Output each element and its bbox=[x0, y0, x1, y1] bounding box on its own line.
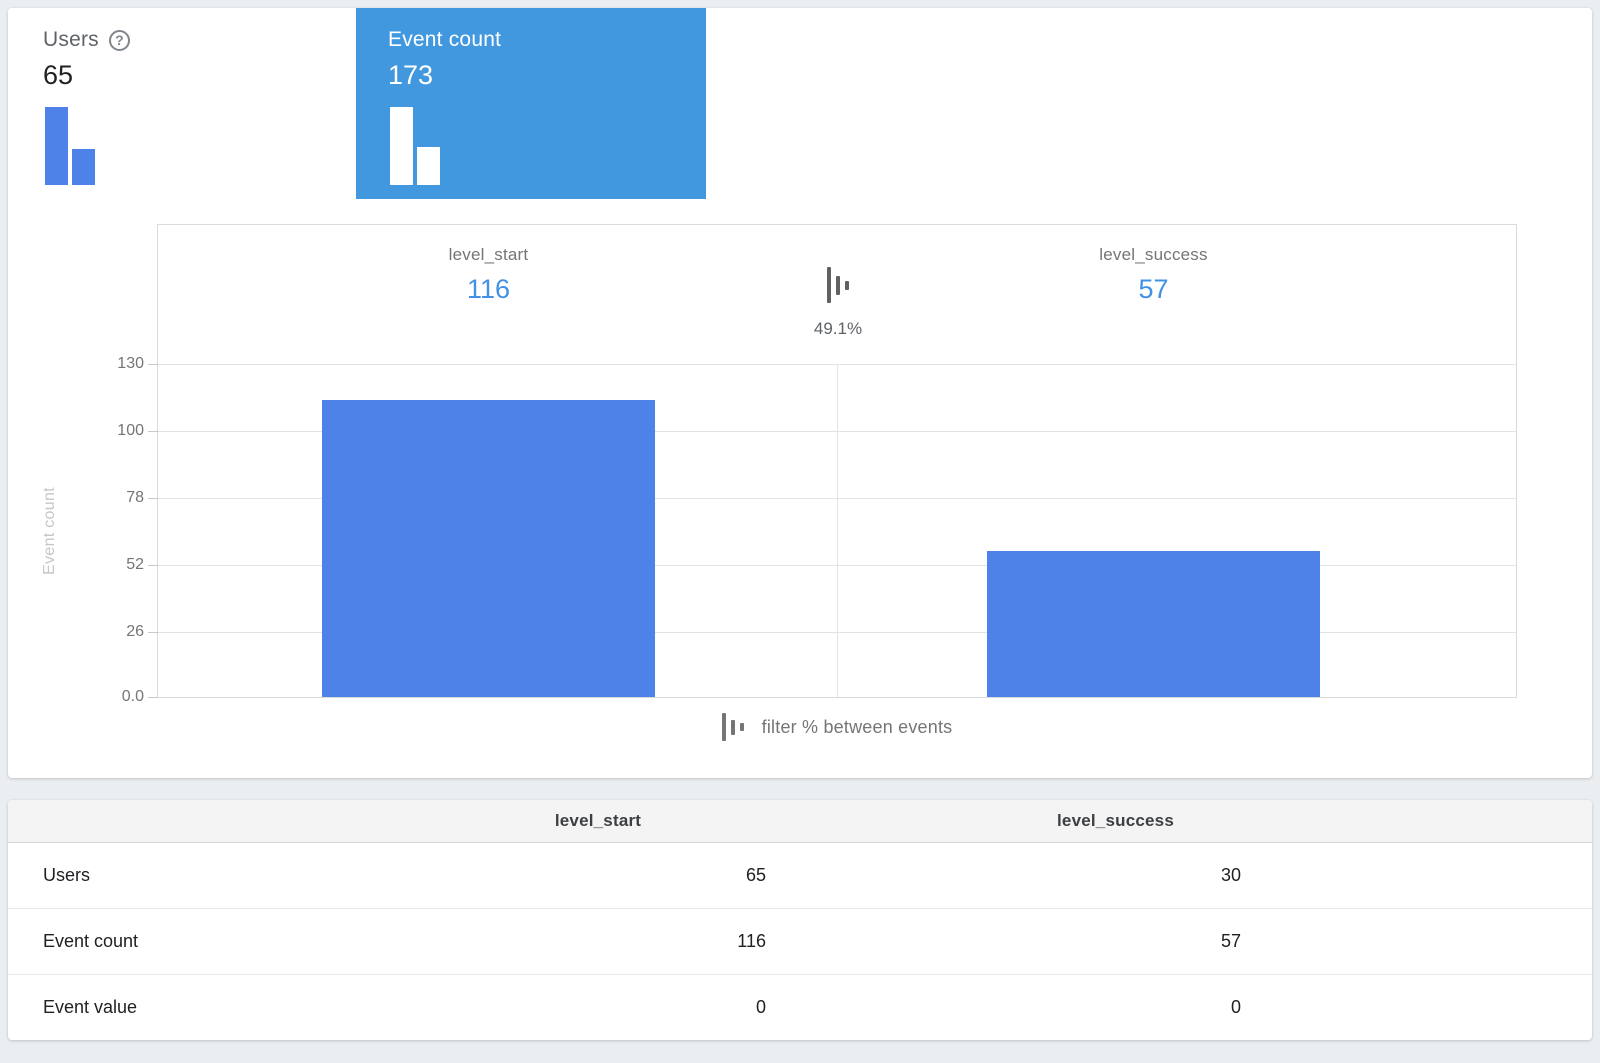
metric-users-value: 65 bbox=[43, 60, 74, 90]
axis-tickmark bbox=[148, 431, 158, 432]
axis-tickmark bbox=[148, 632, 158, 633]
y-axis-tick: 52 bbox=[126, 556, 144, 573]
cell-users-level-start: 65 bbox=[360, 842, 772, 909]
axis-tickmark bbox=[148, 498, 158, 499]
event-count-value: 57 bbox=[1138, 274, 1169, 304]
metric-event-count-label: Event count bbox=[388, 28, 502, 51]
mini-bar bbox=[72, 149, 95, 185]
table-header-blank bbox=[8, 800, 360, 843]
table-row-users: Users 65 30 bbox=[8, 842, 1592, 909]
metric-card-users[interactable]: Users ? 65 bbox=[8, 8, 356, 199]
y-axis-tick: 100 bbox=[117, 422, 144, 439]
row-label: Users bbox=[8, 842, 360, 909]
event-name-label: level_success bbox=[1099, 245, 1208, 264]
table-row-event-count: Event count 116 57 bbox=[8, 908, 1592, 975]
y-axis-title: Event count bbox=[41, 486, 58, 575]
cell-users-level-success: 30 bbox=[772, 842, 1247, 909]
cell-event-count-level-success: 57 bbox=[772, 908, 1247, 975]
cell-event-value-level-start: 0 bbox=[755, 996, 766, 1017]
y-axis-tick: 26 bbox=[126, 623, 144, 640]
axis-tickmark bbox=[148, 697, 158, 698]
conversion-rate-value: 49.1% bbox=[813, 319, 863, 338]
conversion-rate-badge[interactable]: 49.1% bbox=[762, 263, 914, 339]
metric-event-count-value: 173 bbox=[388, 60, 434, 90]
event-count-value: 116 bbox=[466, 274, 511, 304]
axis-tickmark bbox=[148, 565, 158, 566]
legend-label: filter % between events bbox=[761, 716, 953, 737]
y-axis-tick: 0.0 bbox=[121, 688, 144, 705]
table-row-event-value: Event value 0 0 bbox=[8, 974, 1592, 1040]
mini-bar bbox=[417, 147, 440, 185]
plot-area bbox=[158, 364, 1516, 697]
mini-bar bbox=[45, 107, 68, 185]
analysis-card: Users ? 65 Event count 173 level_st bbox=[8, 8, 1592, 778]
table-header-row: level_start level_success bbox=[8, 800, 1592, 843]
event-column-header-level-success: level_success 57 bbox=[987, 245, 1320, 305]
event-name-label: level_start bbox=[448, 245, 529, 264]
table-header-level-success: level_success bbox=[772, 800, 1247, 843]
metric-users-label: Users bbox=[43, 28, 99, 51]
table-header-level-start: level_start bbox=[360, 800, 772, 843]
mini-bar-chart bbox=[390, 105, 440, 185]
chart-bar-level-start[interactable] bbox=[322, 400, 655, 697]
table-header-filler bbox=[1247, 800, 1592, 843]
axis-tickmark bbox=[148, 364, 158, 365]
comparison-table: level_start level_success Users 65 30 Ev… bbox=[8, 800, 1592, 1040]
filter-bars-icon bbox=[721, 712, 744, 742]
metric-card-event-count[interactable]: Event count 173 bbox=[356, 8, 706, 199]
cell-event-value-level-success: 0 bbox=[1230, 996, 1241, 1017]
column-divider bbox=[837, 364, 838, 697]
mini-bar-chart bbox=[45, 105, 95, 185]
cell-filler bbox=[1247, 974, 1592, 1040]
help-icon[interactable]: ? bbox=[108, 29, 130, 51]
comparison-table-card: level_start level_success Users 65 30 Ev… bbox=[8, 800, 1592, 1040]
y-axis-tick: 130 bbox=[117, 355, 144, 372]
cell-filler bbox=[1247, 908, 1592, 975]
row-label: Event value bbox=[43, 996, 138, 1017]
filter-bars-icon bbox=[827, 263, 849, 307]
chart-legend: filter % between events bbox=[157, 712, 1517, 742]
cell-event-count-level-start: 116 bbox=[360, 908, 772, 975]
cell-filler bbox=[1247, 842, 1592, 909]
row-label: Event count bbox=[8, 908, 360, 975]
chart-panel: level_start 116 49.1% level_success 57 1… bbox=[41, 224, 1517, 705]
y-axis-tick: 78 bbox=[126, 489, 144, 506]
event-column-header-level-start: level_start 116 bbox=[322, 245, 655, 305]
chart-bar-level-success[interactable] bbox=[987, 551, 1320, 697]
mini-bar bbox=[390, 107, 413, 185]
